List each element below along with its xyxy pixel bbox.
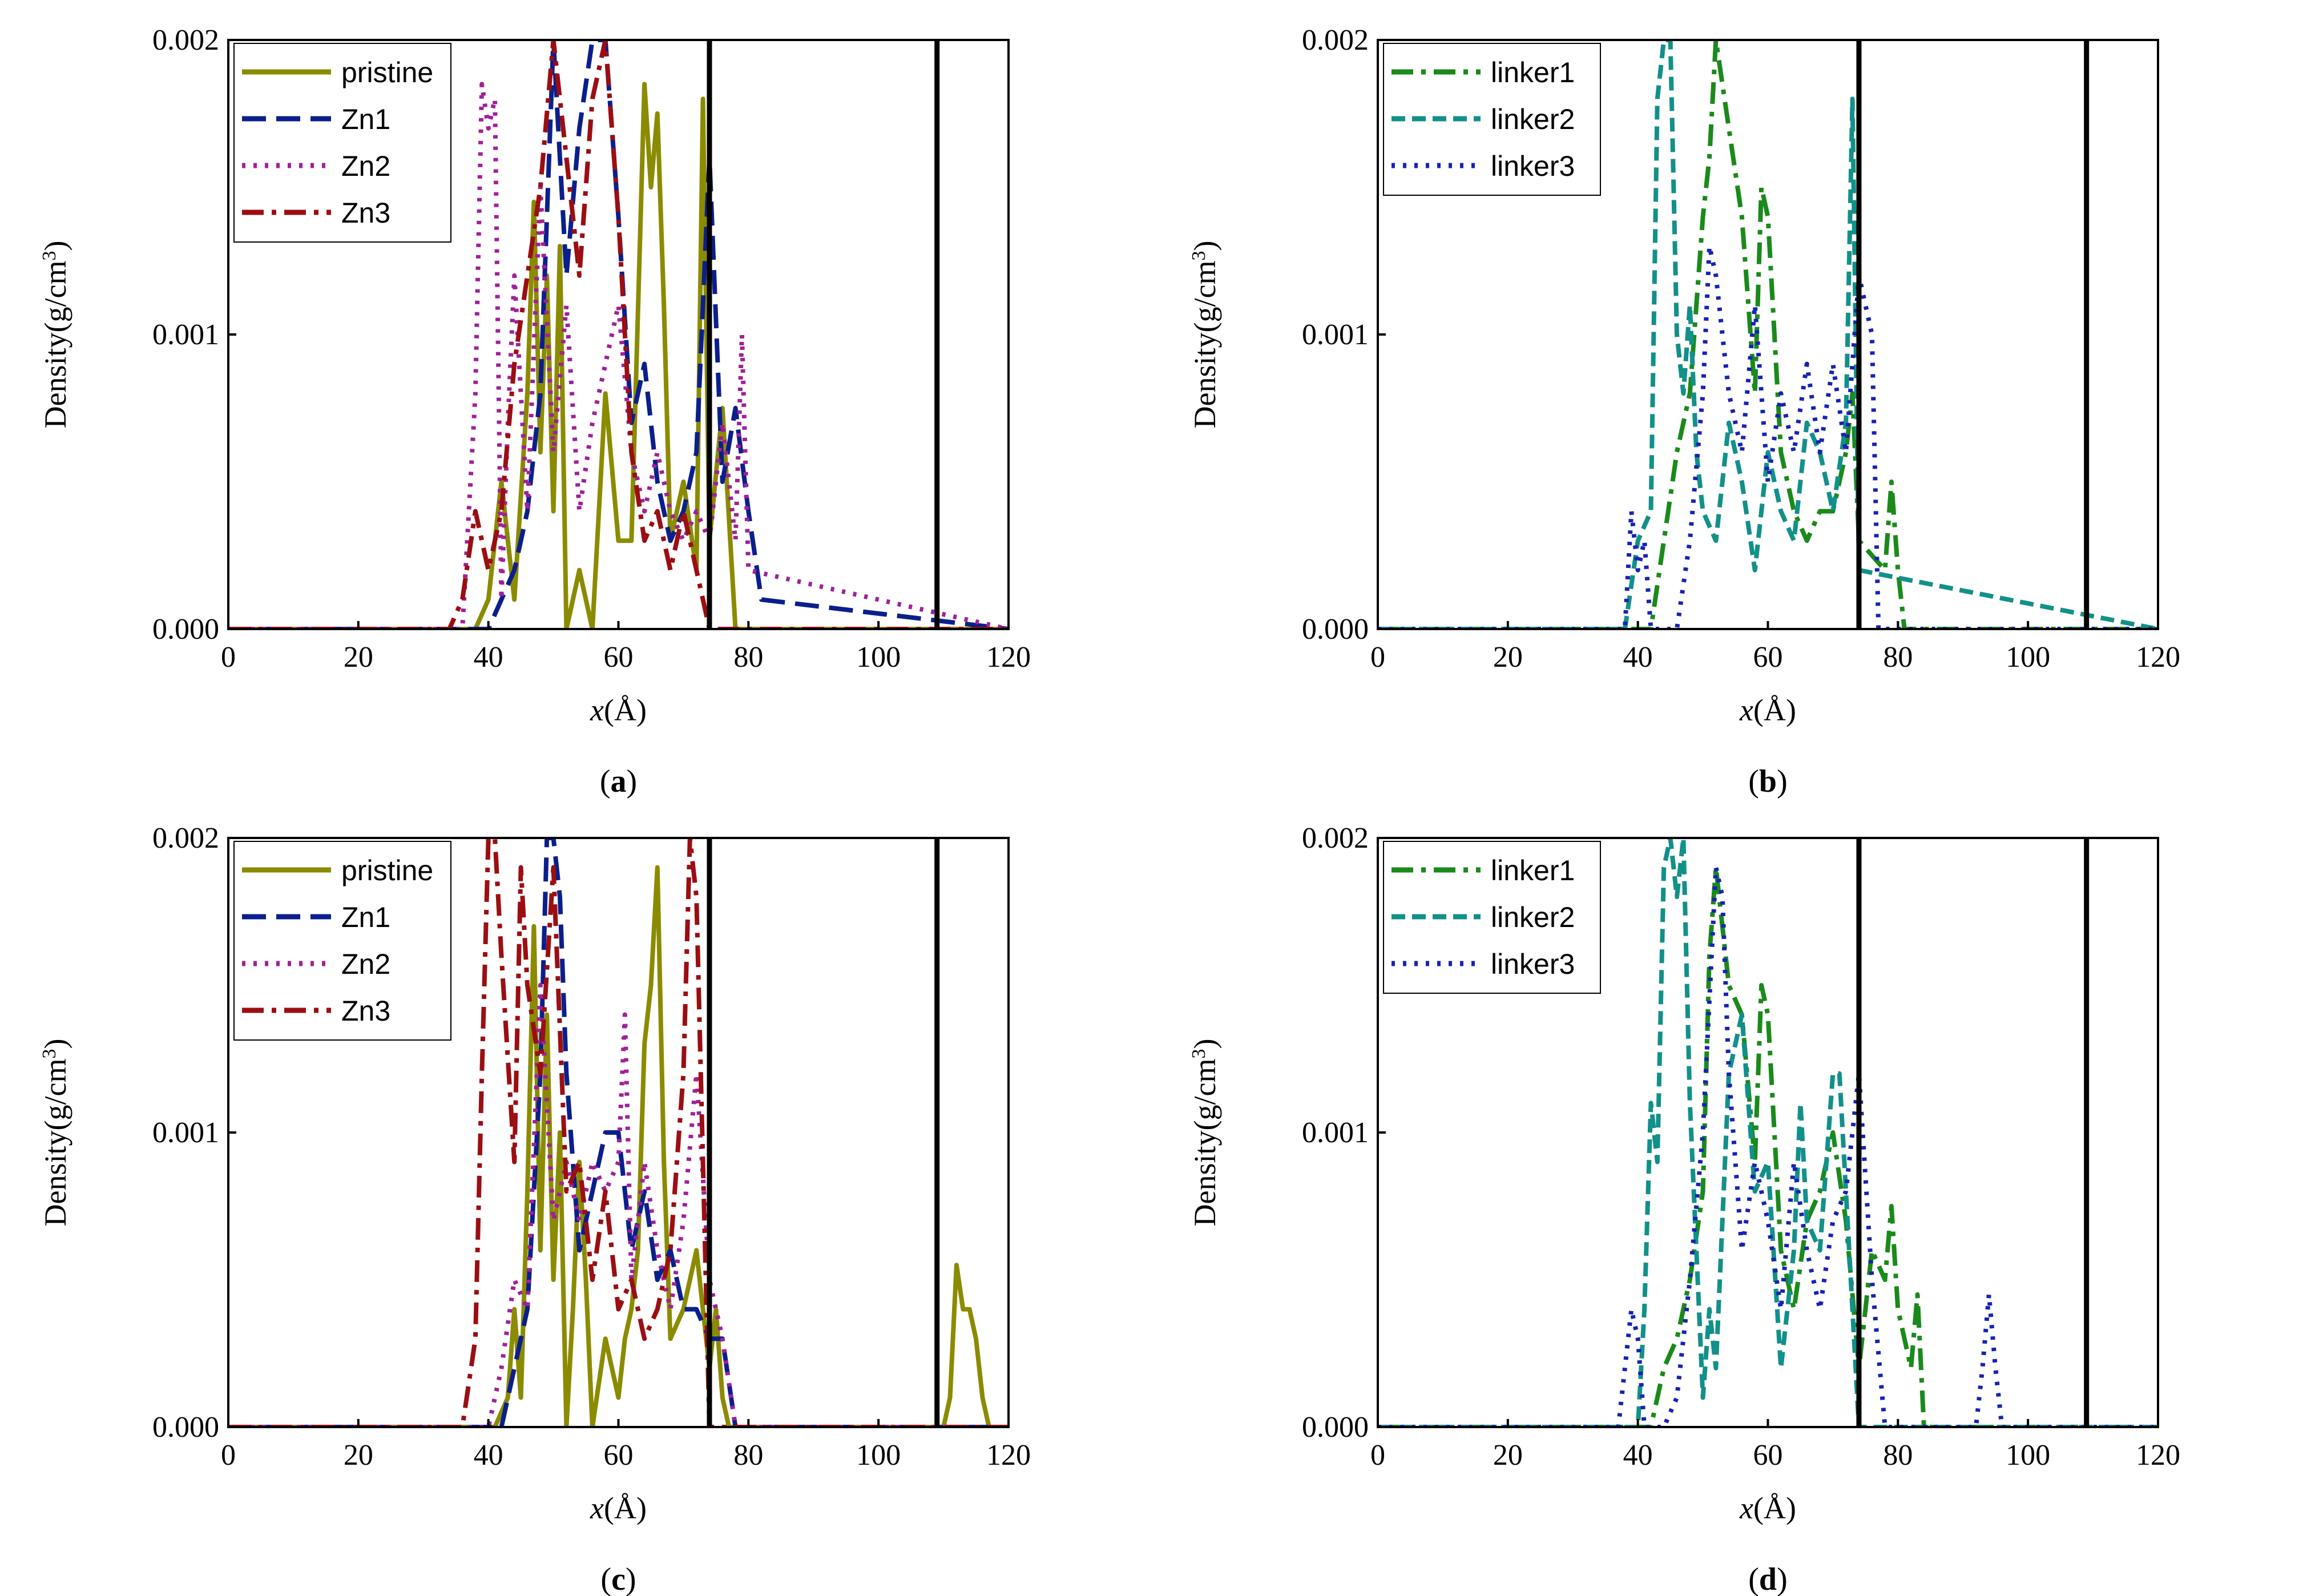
x-tick-label: 60	[1753, 641, 1783, 674]
y-tick-label: 0.002	[1302, 24, 1369, 57]
chart-a: 0 20 40 60 80 100 120 0.000 0.001 0.002 x(Å) Densit…	[38, 24, 1031, 799]
panel-caption: (a)	[600, 764, 637, 799]
x-tick-label: 100	[2006, 1439, 2050, 1472]
legend-label-Zn2: Zn2	[341, 150, 390, 182]
x-tick-label: 80	[733, 1439, 763, 1472]
chart-b: 0 20 40 60 80 100 120 0.000 0.001 0.002 x(Å) Densit…	[1188, 24, 2180, 799]
x-tick-label: 20	[1493, 1439, 1523, 1472]
legend-label-linker3: linker3	[1491, 948, 1575, 980]
x-tick-label: 120	[986, 641, 1031, 674]
series-group	[228, 838, 1009, 1427]
x-tick-label: 0	[221, 641, 236, 674]
x-tick-label: 80	[1883, 1439, 1913, 1472]
series-line-linker3	[1378, 865, 2158, 1427]
y-tick-label: 0.002	[152, 822, 219, 855]
x-axis-title: x(Å)	[590, 693, 647, 727]
panel-caption: (d)	[1748, 1562, 1787, 1596]
series-line-linker3	[1378, 244, 2158, 629]
x-tick-label: 120	[986, 1439, 1031, 1472]
x-tick-label: 20	[1493, 641, 1523, 674]
legend-label-linker2: linker2	[1491, 901, 1575, 933]
series-line-Zn3	[228, 40, 1009, 629]
chart-c: 0 20 40 60 80 100 120 0.000 0.001 0.002 x(Å) Densit…	[38, 822, 1031, 1596]
legend-label-linker3: linker3	[1491, 150, 1575, 182]
x-tick-label: 80	[733, 641, 763, 674]
y-tick-label: 0.000	[152, 1411, 219, 1444]
legend-label-pristine: pristine	[341, 57, 433, 88]
x-tick-label: 60	[1753, 1439, 1783, 1472]
panel-c: 0 20 40 60 80 100 120 0.000 0.001 0.002 x(Å) Densit…	[0, 798, 1150, 1596]
y-tick-label: 0.000	[1302, 1411, 1369, 1444]
y-tick-label: 0.000	[1302, 613, 1369, 646]
legend-label-Zn1: Zn1	[341, 103, 390, 135]
x-tick-label: 60	[604, 1439, 634, 1472]
legend-box	[233, 43, 451, 243]
panel-b: 0 20 40 60 80 100 120 0.000 0.001 0.002 x(Å) Densit…	[1150, 0, 2299, 799]
x-tick-label: 60	[604, 641, 634, 674]
series-line-linker2	[1378, 40, 2158, 629]
legend-label-linker2: linker2	[1491, 103, 1575, 135]
series-group	[1378, 838, 2158, 1427]
x-axis-title: x(Å)	[1739, 1491, 1796, 1525]
x-tick-label: 40	[474, 1439, 503, 1472]
series-line-linker2	[1378, 838, 2158, 1427]
series-group	[228, 40, 1009, 629]
y-tick-label: 0.002	[152, 24, 219, 57]
x-axis-title: x(Å)	[1739, 693, 1796, 727]
y-axis-title: Density(g/cm3)	[1188, 241, 1222, 429]
series-line-linker1	[1378, 40, 2158, 629]
y-tick-label: 0.000	[152, 613, 219, 646]
x-tick-label: 120	[2136, 641, 2180, 674]
legend-label-Zn3: Zn3	[341, 197, 390, 229]
y-tick-label: 0.001	[1302, 319, 1369, 351]
legend-label-Zn2: Zn2	[341, 948, 390, 980]
y-tick-label: 0.001	[1302, 1117, 1369, 1149]
panel-a: 0 20 40 60 80 100 120 0.000 0.001 0.002 x(Å) Densit…	[0, 0, 1150, 799]
x-tick-label: 100	[856, 641, 901, 674]
x-tick-label: 40	[1623, 641, 1653, 674]
x-tick-label: 100	[2006, 641, 2050, 674]
y-axis-title: Density(g/cm3)	[38, 241, 72, 429]
series-line-Zn1	[228, 40, 1009, 629]
x-tick-label: 40	[474, 641, 503, 674]
x-tick-label: 100	[856, 1439, 901, 1472]
legend-label-Zn1: Zn1	[341, 901, 390, 933]
legend-label-linker1: linker1	[1491, 855, 1575, 886]
x-tick-label: 120	[2136, 1439, 2180, 1472]
panel-caption: (b)	[1748, 764, 1787, 799]
y-tick-label: 0.002	[1302, 822, 1369, 855]
series-line-Zn2	[228, 82, 1009, 629]
x-axis-title: x(Å)	[590, 1491, 647, 1525]
legend-label-pristine: pristine	[341, 855, 433, 886]
y-axis-title: Density(g/cm3)	[38, 1039, 72, 1227]
x-tick-label: 0	[1370, 1439, 1385, 1472]
y-tick-label: 0.001	[152, 319, 219, 351]
series-line-Zn2	[228, 983, 1009, 1427]
x-tick-label: 20	[344, 641, 373, 674]
series-line-Zn1	[228, 838, 1009, 1427]
panel-caption: (c)	[600, 1562, 636, 1596]
x-tick-label: 80	[1883, 641, 1913, 674]
x-tick-label: 0	[1370, 641, 1385, 674]
panel-d: 0 20 40 60 80 100 120 0.000 0.001 0.002 x(Å) Densit…	[1150, 798, 2299, 1596]
y-axis-title: Density(g/cm3)	[1188, 1039, 1222, 1227]
legend-label-Zn3: Zn3	[341, 995, 390, 1027]
x-tick-label: 40	[1623, 1439, 1653, 1472]
legend-box	[233, 841, 451, 1041]
series-line-pristine	[228, 865, 1009, 1427]
x-tick-label: 20	[344, 1439, 373, 1472]
chart-d: 0 20 40 60 80 100 120 0.000 0.001 0.002 x(Å) Densit…	[1188, 822, 2180, 1596]
series-group	[1378, 40, 2158, 629]
legend-label-linker1: linker1	[1491, 57, 1575, 88]
y-tick-label: 0.001	[152, 1117, 219, 1149]
x-tick-label: 0	[221, 1439, 236, 1472]
